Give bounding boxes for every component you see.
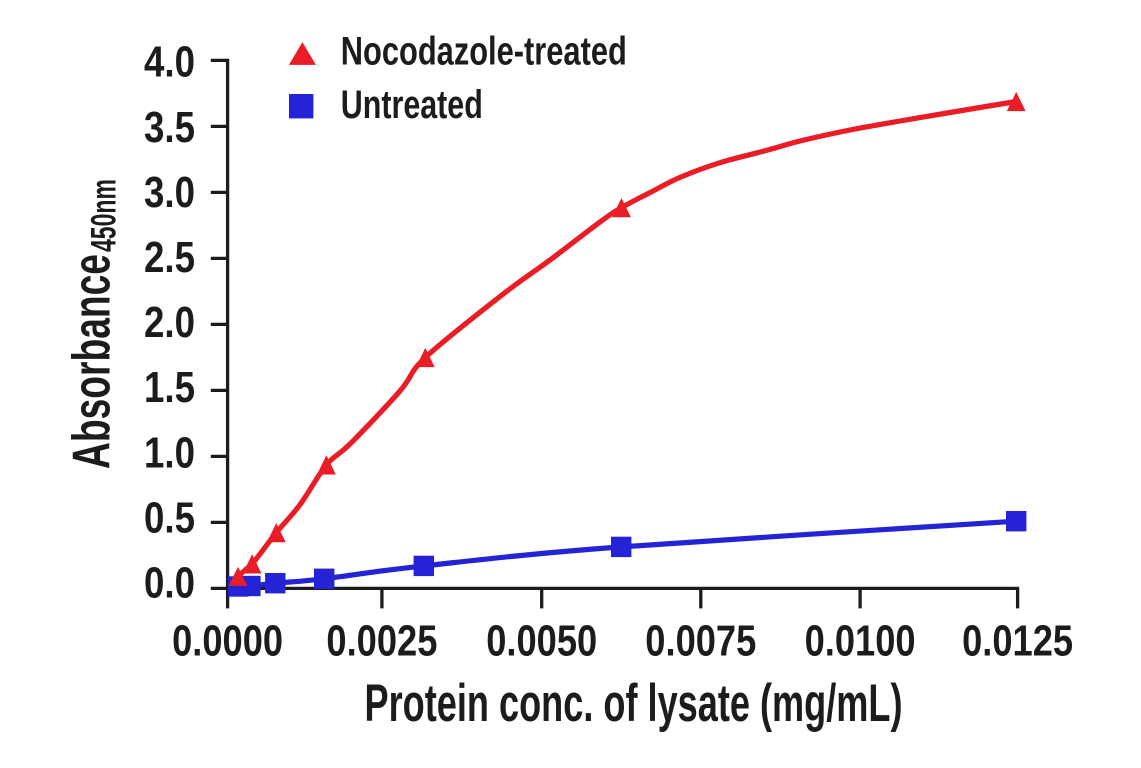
svg-text:3.5: 3.5: [144, 103, 195, 152]
svg-text:0.0: 0.0: [144, 559, 195, 608]
svg-text:0.0125: 0.0125: [962, 617, 1073, 666]
svg-text:0.0025: 0.0025: [326, 617, 437, 666]
svg-text:1.0: 1.0: [144, 428, 195, 477]
svg-text:4.0: 4.0: [144, 38, 195, 87]
svg-text:1.5: 1.5: [144, 363, 195, 412]
svg-text:0.0100: 0.0100: [805, 617, 916, 666]
svg-text:0.0075: 0.0075: [645, 617, 756, 666]
svg-text:450nm: 450nm: [85, 179, 124, 252]
svg-text:Untreated: Untreated: [341, 83, 483, 127]
svg-text:2.0: 2.0: [144, 298, 195, 347]
svg-text:0.0000: 0.0000: [172, 617, 283, 666]
svg-text:0.5: 0.5: [144, 493, 195, 542]
svg-text:Protein conc. of lysate (mg/mL: Protein conc. of lysate (mg/mL): [365, 674, 903, 733]
svg-text:Nocodazole-treated: Nocodazole-treated: [341, 29, 627, 73]
svg-text:2.5: 2.5: [144, 233, 195, 282]
svg-text:0.0050: 0.0050: [486, 617, 597, 666]
svg-text:3.0: 3.0: [144, 168, 195, 217]
svg-text:Absorbance: Absorbance: [62, 254, 121, 469]
